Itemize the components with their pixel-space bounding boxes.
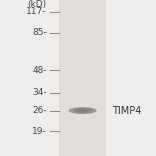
Text: 48-: 48- <box>32 66 47 75</box>
Ellipse shape <box>73 108 93 113</box>
Bar <box>59 0 106 156</box>
Text: 34-: 34- <box>32 88 47 97</box>
Ellipse shape <box>77 109 88 112</box>
Text: 19-: 19- <box>32 127 47 136</box>
Text: 26-: 26- <box>32 106 47 115</box>
Text: 117-: 117- <box>26 7 47 16</box>
Text: TIMP4: TIMP4 <box>112 105 142 115</box>
Text: (kD): (kD) <box>28 0 47 9</box>
Text: 85-: 85- <box>32 28 47 37</box>
Ellipse shape <box>69 107 97 114</box>
